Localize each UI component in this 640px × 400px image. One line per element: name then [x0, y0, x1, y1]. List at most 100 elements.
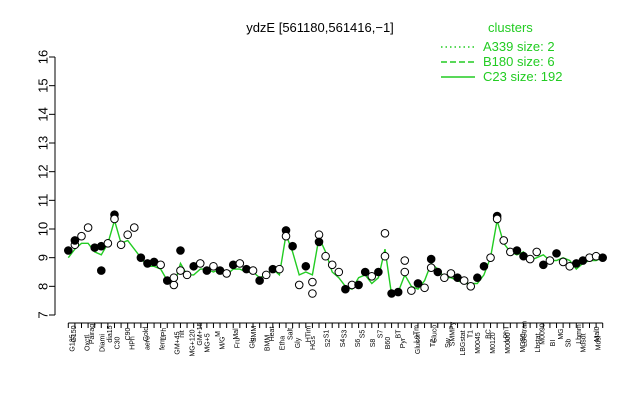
- data-point: [380, 251, 390, 261]
- x-tick-label: Sb: [565, 339, 572, 348]
- data-point: [341, 284, 350, 294]
- legend-label: C23 size: 192: [483, 69, 563, 84]
- data-point: [176, 266, 185, 275]
- x-tick-label: BC: [486, 329, 493, 339]
- x-tick-label: S5: [359, 330, 366, 339]
- data-point: [209, 261, 218, 271]
- y-tick-label: 9: [35, 254, 50, 261]
- data-point: [367, 272, 377, 281]
- x-tick-label: Sw: [445, 337, 452, 348]
- data-point: [321, 251, 330, 261]
- x-tick-label: Glu: [250, 337, 257, 348]
- data-point: [275, 264, 284, 274]
- x-tick-label: S3: [341, 330, 348, 339]
- data-point: [512, 246, 522, 255]
- data-point: [261, 270, 271, 280]
- y-tick-label: 16: [35, 50, 50, 64]
- data-point: [413, 279, 423, 288]
- data-point: [129, 223, 139, 232]
- data-point: [77, 231, 86, 241]
- legend-label: A339 size: 2: [483, 39, 555, 54]
- x-tick-label: M0045: [475, 332, 482, 354]
- data-point: [400, 256, 410, 265]
- data-point: [374, 267, 383, 277]
- x-tick-label: LPh: [161, 328, 168, 341]
- data-point: [486, 253, 495, 262]
- x-tick-label: G135: [69, 334, 76, 351]
- y-tick-label: 8: [35, 283, 50, 290]
- x-tick-label: M0120: [490, 332, 497, 354]
- data-point: [479, 261, 489, 271]
- x-tick-label: HPh: [129, 336, 136, 350]
- data-point: [492, 214, 502, 224]
- data-point: [222, 269, 231, 278]
- x-tick-label: Etha: [280, 336, 287, 351]
- y-tick-label: 12: [35, 164, 50, 178]
- data-point: [426, 254, 436, 264]
- data-point: [446, 269, 456, 278]
- x-tick-label: S1: [323, 330, 330, 339]
- x-tick-label: LPhT: [504, 325, 511, 342]
- data-point: [136, 253, 146, 262]
- x-tick-label: BI: [550, 340, 557, 347]
- chart-title: ydzE [561180,561416,−1]: [246, 20, 394, 35]
- x-tick-label: Mal: [233, 328, 240, 340]
- y-tick-label: 13: [35, 136, 50, 150]
- x-tick-label: GM+45: [175, 331, 182, 354]
- x-tick-label: T2: [430, 339, 437, 347]
- x-tick-label: T1: [468, 330, 475, 338]
- x-tick-label: Lbmm: [576, 324, 583, 344]
- data-point: [380, 229, 390, 238]
- data-point: [281, 231, 291, 241]
- data-point: [466, 282, 476, 291]
- x-tick-label: C90: [125, 327, 132, 340]
- data-point: [552, 249, 561, 258]
- x-tick-label: HGs: [310, 336, 317, 351]
- x-tick-label: nit: [179, 330, 186, 337]
- y-axis: 7 8 9 10 11 12 13 14 15 16: [35, 50, 56, 319]
- y-tick-label: 7: [35, 311, 50, 318]
- y-tick-label: 14: [35, 107, 50, 121]
- data-point: [110, 214, 119, 224]
- x-tick-label: Gly: [295, 337, 302, 348]
- data-point: [314, 237, 324, 247]
- x-tick-label: Mdsl: [595, 335, 602, 350]
- data-point: [558, 257, 568, 267]
- data-point: [182, 270, 192, 280]
- x-tick-label: MG+120: [190, 329, 197, 356]
- x-tick-label: G150: [71, 325, 78, 342]
- x-tick-label: BMM: [265, 335, 272, 352]
- x-tick-label: Heat: [269, 327, 276, 342]
- data-point: [400, 267, 410, 277]
- y-tick-label: 11: [35, 194, 50, 208]
- data-point: [288, 241, 297, 251]
- data-point: [123, 230, 132, 240]
- x-tick-label: M: [215, 331, 222, 337]
- data-point: [334, 267, 344, 277]
- legend-label: B180 size: 6: [483, 54, 555, 69]
- x-tick-label: Oxctl: [84, 335, 91, 351]
- data-point: [440, 273, 449, 283]
- x-tick-label: SMMPy: [450, 321, 457, 346]
- data-point: [301, 261, 311, 271]
- data-point: [308, 277, 317, 287]
- data-point: [83, 223, 93, 232]
- x-tick-label: S7: [377, 330, 384, 339]
- x-tick-label: LBGtran: [522, 321, 529, 347]
- x-tick-label: S6: [355, 339, 362, 348]
- data-point: [294, 280, 304, 290]
- data-point: [525, 254, 535, 264]
- x-tick-label: Pyr: [400, 337, 407, 348]
- data-point: [308, 289, 317, 298]
- data-point: [63, 246, 73, 255]
- x-tick-label: dia15: [107, 325, 114, 342]
- x-tick-label: MG+5: [205, 333, 212, 352]
- x-tick-label: Mal0: [594, 326, 601, 341]
- data-point: [103, 239, 113, 248]
- data-point: [473, 273, 482, 283]
- x-tick-label: Diami: [99, 334, 106, 352]
- x-tick-label: MG90: [520, 333, 527, 352]
- x-tick-label: C30: [114, 336, 121, 349]
